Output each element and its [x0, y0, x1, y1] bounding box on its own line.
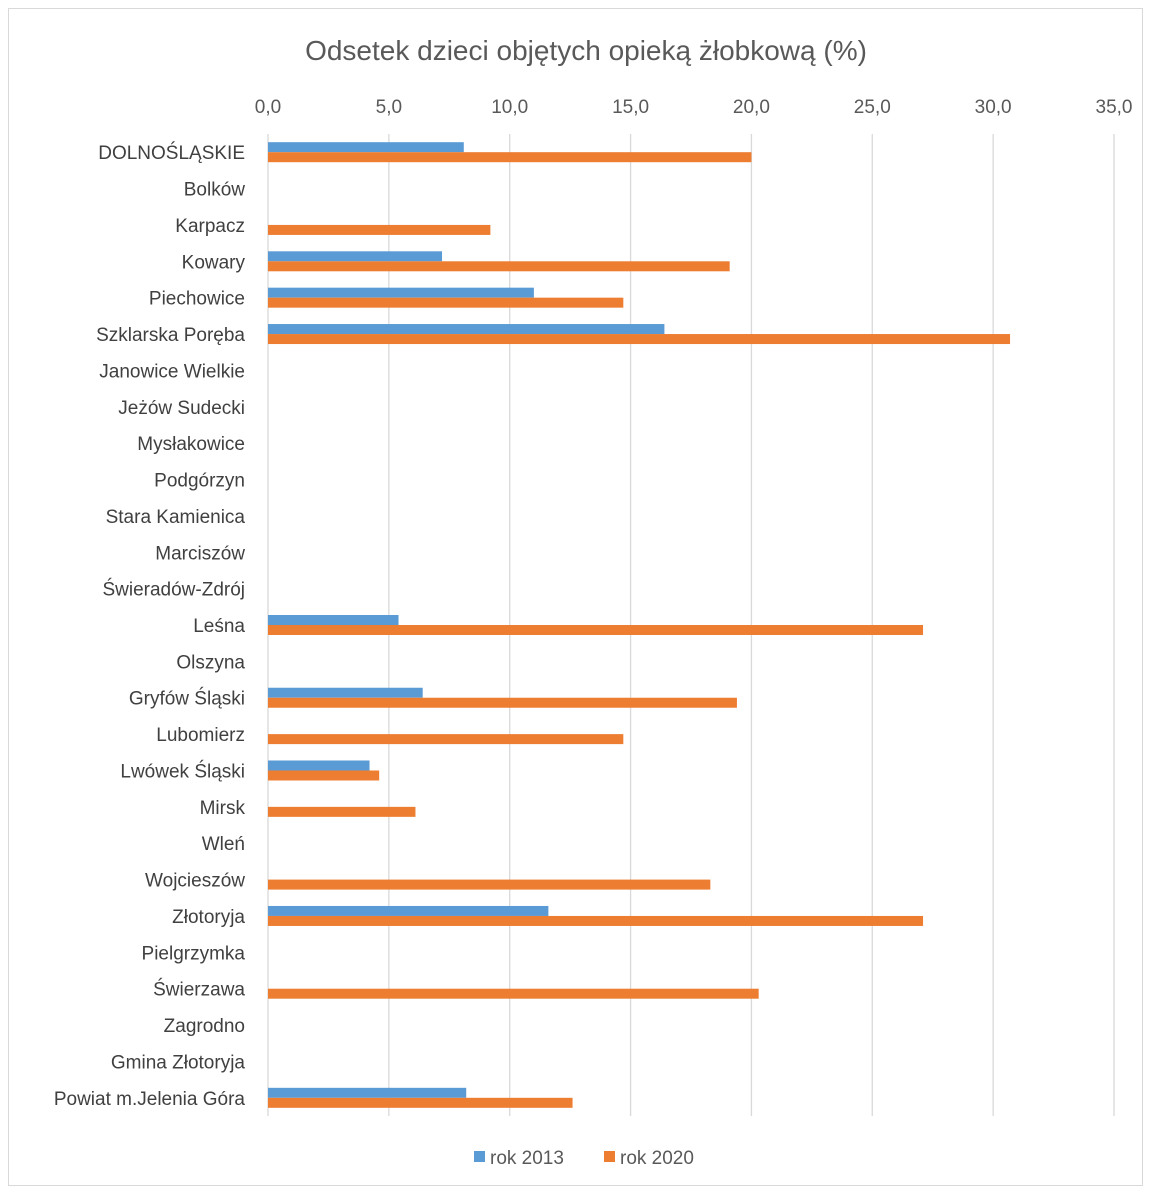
category-label: Kowary: [182, 252, 246, 273]
category-label: Podgórzyn: [154, 471, 245, 492]
x-axis-ticks: 0,0 5,0 10,0 15,0 20,0 25,0 30,0 35,0: [255, 97, 1133, 118]
bar-rok-2020: [268, 334, 1011, 345]
bar-rok-2020: [268, 806, 416, 817]
bar-rok-2013: [268, 760, 370, 771]
category-label: Marciszów: [155, 543, 245, 564]
category-labels: DOLNOŚLĄSKIE Bolków Karpacz Kowary Piechowic…: [54, 142, 246, 1110]
bar-rok-2020: [268, 988, 759, 999]
legend-label: rok 2013: [490, 1148, 564, 1169]
bar-rok-2013: [268, 687, 423, 698]
category-label: Mysłakowice: [137, 434, 245, 455]
bar-rok-2020: [268, 915, 924, 926]
category-label: Pielgrzymka: [142, 943, 246, 964]
chart-title: Odsetek dzieci objętych opieką żłobkową …: [305, 35, 867, 66]
bar-rok-2013: [268, 287, 534, 298]
x-tick-label: 20,0: [733, 97, 770, 118]
category-label: Zagrodno: [164, 1016, 245, 1037]
x-tick-label: 0,0: [255, 97, 281, 118]
category-label: Karpacz: [175, 216, 245, 237]
category-label: Gryfów Śląski: [129, 688, 245, 710]
bar-rok-2013: [268, 615, 399, 625]
bar-rok-2020: [268, 879, 711, 890]
category-label: Lwówek Śląski: [120, 760, 245, 782]
bar-rok-2020: [268, 770, 380, 781]
category-label: Mirsk: [200, 798, 246, 819]
x-tick-label: 5,0: [376, 97, 402, 118]
category-label: Wleń: [202, 834, 245, 855]
category-label: Stara Kamienica: [106, 507, 246, 528]
category-label: Olszyna: [176, 652, 245, 673]
bar-rok-2013: [268, 1087, 467, 1098]
x-tick-label: 25,0: [854, 97, 891, 118]
legend-swatch: [604, 1151, 615, 1162]
bar-rok-2020: [268, 261, 730, 272]
x-tick-label: 30,0: [975, 97, 1012, 118]
bar-rok-2020: [268, 734, 624, 745]
bar-rok-2020: [268, 297, 624, 308]
x-tick-label: 10,0: [491, 97, 528, 118]
bar-rok-2013: [268, 251, 443, 262]
category-label: Świeradów-Zdrój: [102, 579, 245, 601]
chart-svg: Odsetek dzieci objętych opieką żłobkową …: [54, 35, 1133, 1169]
bar-rok-2013: [268, 324, 665, 335]
legend: rok 2013 rok 2020: [474, 1148, 694, 1169]
category-label: Lubomierz: [156, 725, 245, 746]
chart-frame: Odsetek dzieci objętych opieką żłobkową …: [8, 8, 1143, 1186]
category-label: Piechowice: [149, 289, 245, 310]
category-label: Jeżów Sudecki: [118, 398, 245, 419]
bar-rok-2020: [268, 224, 491, 235]
bars: [268, 142, 1011, 1108]
legend-swatch: [474, 1151, 485, 1162]
category-label: Wojcieszów: [145, 871, 245, 892]
bar-rok-2013: [268, 905, 549, 916]
bar-rok-2020: [268, 1097, 573, 1108]
bar-rok-2020: [268, 152, 752, 163]
category-label: Gmina Złotoryja: [111, 1052, 246, 1073]
category-label: Szklarska Poręba: [96, 325, 245, 346]
legend-label: rok 2020: [620, 1148, 694, 1169]
category-label: DOLNOŚLĄSKIE: [98, 142, 245, 164]
bar-rok-2020: [268, 625, 924, 635]
category-label: Janowice Wielkie: [99, 361, 245, 382]
category-label: Powiat m.Jelenia Góra: [54, 1089, 246, 1110]
category-label: Bolków: [184, 180, 246, 201]
x-tick-label: 35,0: [1096, 97, 1133, 118]
category-label: Złotoryja: [172, 907, 245, 928]
bar-rok-2013: [268, 142, 464, 153]
x-tick-label: 15,0: [612, 97, 649, 118]
category-label: Świerzawa: [153, 979, 245, 1001]
category-label: Leśna: [193, 616, 245, 637]
bar-rok-2020: [268, 697, 737, 708]
